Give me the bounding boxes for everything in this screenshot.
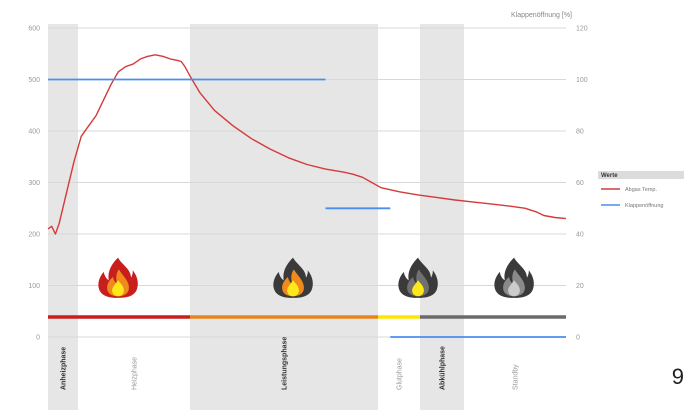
right-tick-label: 0 [576,335,580,342]
phase-label-5: Standby [513,364,520,390]
left-tick-label: 600 [28,26,40,33]
phase-label-2: Leistungsphase [282,337,289,390]
phase-label-1: Heizphase [132,357,139,390]
phase-labels: Anheizphase Heizphase Leistungsphase Glutph… [61,337,520,390]
left-tick-label: 200 [28,232,40,239]
legend-title: Werte [601,173,618,179]
left-axis-ticks: 0 100 200 300 400 500 600 [28,26,40,342]
fire-gray-icon [494,257,534,298]
page-number: 9 [671,364,684,389]
legend-header-bg [598,171,684,179]
right-axis-title: Klappenöffnung [%] [511,12,572,19]
right-tick-label: 80 [576,129,584,136]
series-line-abgas-temp [47,54,567,235]
phase-bg-4 [420,24,464,410]
right-tick-label: 20 [576,283,584,290]
fire-gray-orange-icon [273,257,313,298]
right-tick-label: 100 [576,77,588,84]
left-tick-label: 300 [28,180,40,187]
right-axis-ticks: 0 20 40 60 80 100 120 [576,26,588,342]
phase-label-3: Glutphase [397,358,404,390]
fire-red-icon [98,257,138,298]
left-tick-label: 400 [28,129,40,136]
flame-icons [98,257,534,298]
phase-label-4: Abkühlphase [440,346,447,390]
legend: Werte Abgas Temp. Klappenöffnung [598,171,684,209]
phase-label-0: Anheizphase [61,347,68,390]
right-tick-label: 40 [576,232,584,239]
left-tick-label: 500 [28,77,40,84]
phase-bg-2 [190,24,378,410]
right-tick-label: 60 [576,180,584,187]
phase-bg-0 [48,24,78,410]
left-tick-label: 0 [36,335,40,342]
phase-backgrounds [48,24,464,410]
legend-entry-label: Klappenöffnung [625,203,663,209]
legend-entry-label: Abgas Temp. [625,187,657,193]
series-lines [47,54,567,338]
fire-gray-yellow-icon [398,257,438,298]
right-tick-label: 120 [576,26,588,33]
left-tick-label: 100 [28,283,40,290]
